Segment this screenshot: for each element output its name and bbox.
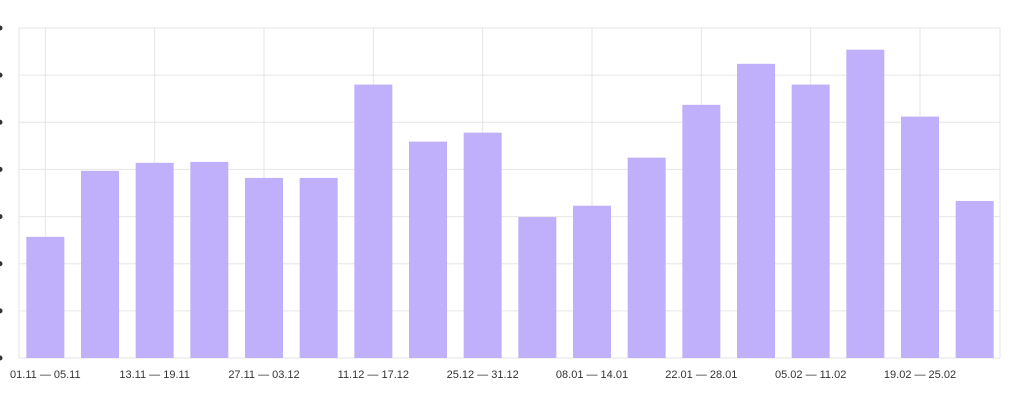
bar [791,84,830,359]
bar [81,170,119,358]
bar [190,161,229,358]
x-tick-label: 01.11 — 05.11 [10,369,81,381]
bar [955,201,994,358]
bar [573,205,611,358]
x-tick-label: 11.12 — 17.12 [338,369,409,381]
bar [737,63,775,358]
bars [26,49,994,359]
x-tick-label: 08.01 — 14.01 [556,369,628,381]
x-tick-label: 27.11 — 03.12 [228,369,299,381]
x-tick-label: 19.02 — 25.02 [884,369,956,381]
grid [0,25,1001,361]
x-tick-label: 25.12 — 31.12 [447,369,519,381]
bar [409,141,447,358]
bar [518,217,557,358]
y-tick-label-fragment [0,308,3,314]
bar [463,132,502,358]
x-tick-label: 22.01 — 28.01 [665,369,737,381]
bar [135,162,174,358]
x-tick-label: 13.11 — 19.11 [119,369,190,381]
bar [26,236,65,358]
y-tick-label-fragment [0,166,3,172]
y-tick-label-fragment [0,214,3,220]
x-tick-label: 05.02 — 11.02 [775,369,846,381]
bar [901,116,939,358]
bar [245,177,283,358]
y-tick-label-fragment [0,119,3,125]
bar [846,49,885,358]
bar [682,104,721,358]
y-tick-label-fragment [0,72,3,78]
x-axis-ticks: 01.11 — 05.11 13.11 — 19.11 27.11 — 03.12 1… [10,369,956,381]
bar [627,157,666,358]
bar [299,177,338,358]
y-tick-label-fragment [0,355,3,361]
y-tick-label-fragment [0,261,3,267]
y-tick-label-fragment [0,25,3,31]
bar [354,84,393,359]
